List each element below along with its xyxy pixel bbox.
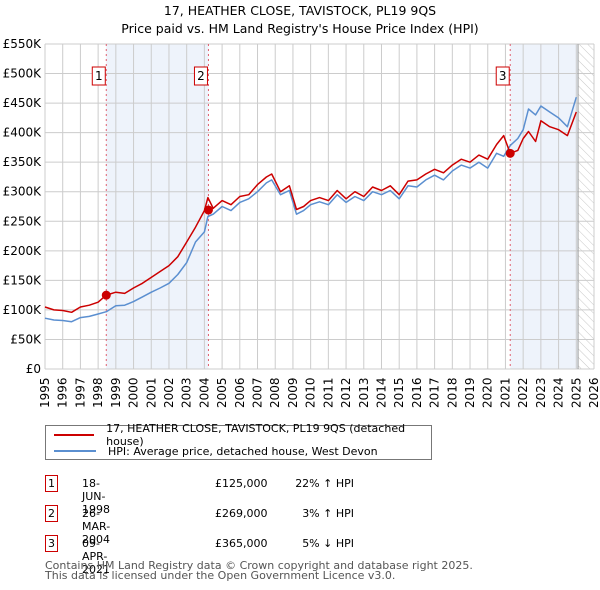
x-tick-label: 2010	[304, 377, 318, 408]
title-line-2: Price paid vs. HM Land Registry's House …	[121, 21, 479, 36]
x-tick-label: 2001	[144, 377, 158, 408]
y-tick-label: £0	[26, 362, 41, 376]
y-tick-label: £550K	[3, 37, 43, 51]
y-tick-label: £250K	[3, 214, 43, 228]
x-tick-label: 2011	[321, 377, 335, 408]
x-tick-label: 2024	[552, 377, 566, 408]
x-tick-label: 1996	[56, 377, 70, 408]
sale-date: 18-JUN-1998	[82, 477, 110, 516]
y-tick-label: £100K	[3, 303, 43, 317]
y-tick-label: £300K	[3, 185, 43, 199]
sale-label-box	[495, 66, 510, 86]
sale-label-number: 2	[197, 69, 205, 83]
y-tick-label: £150K	[3, 273, 43, 287]
x-tick-label: 2009	[286, 377, 300, 408]
future-hatch-region	[578, 44, 594, 369]
x-tick-label: 2014	[374, 377, 388, 408]
sale-point	[505, 148, 515, 158]
x-tick-label: 2004	[197, 377, 211, 408]
footer-line-1: Contains HM Land Registry data © Crown c…	[45, 559, 473, 572]
x-tick-label: 2016	[410, 377, 424, 408]
x-tick-label: 2005	[215, 377, 229, 408]
y-tick-label: £400K	[3, 126, 43, 140]
x-tick-label: 2022	[516, 377, 530, 408]
sale-date: 09-APR-2021	[82, 537, 110, 576]
x-tick-label: 1997	[73, 377, 87, 408]
sale-number-badge: 1	[45, 475, 58, 492]
x-tick-label: 1998	[91, 377, 105, 408]
footer-line-2: This data is licensed under the Open Gov…	[45, 569, 396, 582]
x-tick-label: 2012	[339, 377, 353, 408]
legend-item-hpi: HPI: Average price, detached house, West…	[54, 443, 378, 459]
legend-label-property: 17, HEATHER CLOSE, TAVISTOCK, PL19 9QS (…	[106, 422, 406, 448]
sale-point	[203, 205, 213, 215]
x-tick-label: 2021	[498, 377, 512, 408]
x-tick-label: 2002	[162, 377, 176, 408]
legend-swatch-hpi	[54, 450, 96, 452]
x-tick-label: 2017	[428, 377, 442, 408]
chart-title: 17, HEATHER CLOSE, TAVISTOCK, PL19 9QS P…	[0, 2, 600, 38]
x-tick-label: 2023	[534, 377, 548, 408]
sale-period-shade	[106, 44, 209, 369]
legend-swatch-property	[54, 434, 95, 436]
x-tick-label: 2013	[357, 377, 371, 408]
y-tick-label: £500K	[3, 67, 43, 81]
series-line-hpi	[44, 96, 578, 323]
y-tick-label: £50K	[10, 332, 42, 346]
x-tick-label: 2000	[127, 377, 141, 408]
sale-hpi-diff: 5% ↓ HPI	[302, 537, 354, 550]
price-chart: 1995 1996 1997 1998 1999 2000 2001 2002 2003 2004…	[3, 37, 600, 408]
copyright-footer: Contains HM Land Registry data © Crown c…	[45, 559, 473, 582]
sale-label-box	[91, 66, 106, 86]
x-tick-label: 1995	[38, 377, 52, 408]
sale-price: £365,000	[215, 537, 268, 550]
legend-item-property: 17, HEATHER CLOSE, TAVISTOCK, PL19 9QS (…	[54, 422, 431, 448]
sale-period-shade	[510, 44, 579, 369]
x-tick-label: 2026	[587, 377, 600, 408]
sale-date: 26-MAR-2004	[82, 507, 111, 546]
legend-label-hpi: HPI: Average price, detached house, West…	[108, 444, 378, 458]
sale-label-number: 1	[95, 69, 103, 83]
x-tick-label: 2018	[445, 377, 459, 408]
sale-label-number: 3	[499, 69, 507, 83]
sale-hpi-diff: 22% ↑ HPI	[295, 477, 354, 490]
chart-legend: 17, HEATHER CLOSE, TAVISTOCK, PL19 9QS (…	[45, 422, 432, 460]
series-line-property	[44, 111, 578, 314]
y-tick-label: £350K	[3, 155, 43, 169]
x-tick-label: 2003	[180, 377, 194, 408]
x-tick-label: 2019	[463, 377, 477, 408]
sale-number-badge: 2	[45, 505, 58, 522]
x-tick-label: 2006	[233, 377, 247, 408]
sale-label-box	[193, 66, 208, 86]
x-tick-label: 2008	[268, 377, 282, 408]
x-tick-label: 1999	[109, 377, 123, 408]
sale-number-badge: 3	[45, 535, 58, 552]
sale-hpi-diff: 3% ↑ HPI	[302, 507, 354, 520]
title-line-1: 17, HEATHER CLOSE, TAVISTOCK, PL19 9QS	[163, 3, 437, 18]
sale-point	[101, 290, 111, 300]
x-tick-label: 2015	[392, 377, 406, 408]
x-tick-label: 2007	[251, 377, 265, 408]
x-tick-label: 2020	[481, 377, 495, 408]
sale-price: £269,000	[215, 507, 268, 520]
sale-price: £125,000	[215, 477, 268, 490]
x-tick-label: 2025	[569, 377, 583, 408]
y-tick-label: £450K	[3, 96, 43, 110]
y-tick-label: £200K	[3, 244, 43, 258]
